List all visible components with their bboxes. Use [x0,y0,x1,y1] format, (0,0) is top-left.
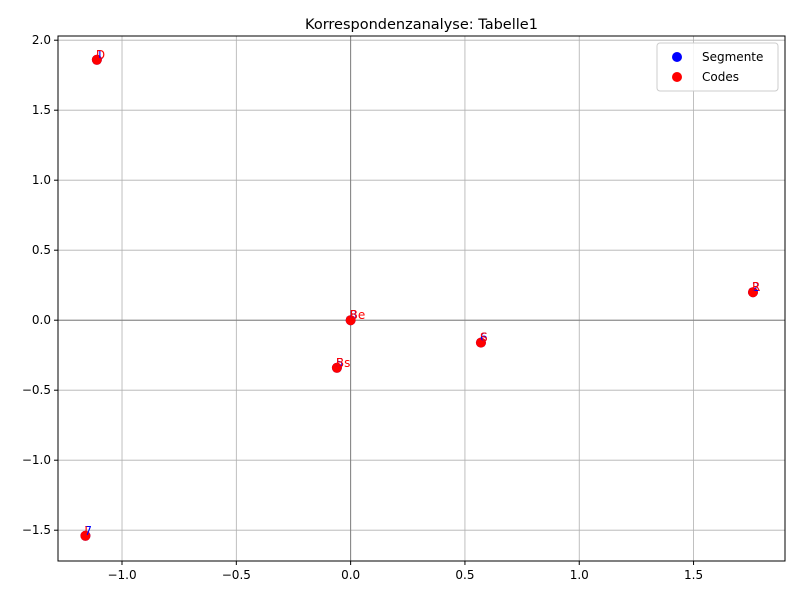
data-point [475,337,486,348]
data-point [331,362,342,373]
point-label: Bs [336,356,350,370]
y-tick-label: 1.5 [32,103,51,117]
data-point [747,287,758,298]
data-point [80,530,91,541]
x-axis-ticks: −1.0 −0.5 0.0 0.5 1.0 1.5 [107,561,703,582]
reference-lines [58,36,785,561]
data-points [80,54,758,541]
y-tick-label: 0.5 [32,243,51,257]
point-label: R [752,280,760,294]
point-label: J [83,524,88,538]
x-tick-label: 1.5 [684,568,703,582]
x-tick-label: 0.5 [455,568,474,582]
y-tick-label: 2.0 [32,33,51,47]
legend-label: Segmente [702,50,763,64]
legend: Segmente Codes [656,42,779,92]
point-label: Be [350,308,366,322]
data-point [345,315,356,326]
chart-title: Korrespondenzanalyse: Tabelle1 [305,17,538,33]
point-labels: 1 8 5 6 2 7 D Be Bs S R J [83,48,760,538]
y-tick-label: 1.0 [32,173,51,187]
legend-marker [672,72,682,82]
point-label: 5 [336,356,344,370]
legend-label: Codes [702,70,739,84]
point-label: 2 [752,280,760,294]
x-tick-label: −1.0 [107,568,136,582]
y-axis-ticks: −1.5 −1.0 −0.5 0.0 0.5 1.0 1.5 2.0 [22,33,58,537]
y-tick-label: −1.5 [22,523,51,537]
point-label: 8 [350,308,358,322]
point-label: 6 [480,331,488,345]
data-point [91,54,102,65]
point-label: D [96,48,105,62]
x-tick-label: 0.0 [341,568,360,582]
legend-marker [672,52,682,62]
point-label: S [480,331,488,345]
x-tick-label: 1.0 [570,568,589,582]
point-label: 7 [84,524,92,538]
plot-frame [57,35,786,562]
y-tick-label: 0.0 [32,313,51,327]
legend-box [656,42,779,92]
point-label: 1 [96,48,104,62]
grid [58,36,785,561]
y-tick-label: −1.0 [22,453,51,467]
y-tick-label: −0.5 [22,383,51,397]
x-tick-label: −0.5 [222,568,251,582]
